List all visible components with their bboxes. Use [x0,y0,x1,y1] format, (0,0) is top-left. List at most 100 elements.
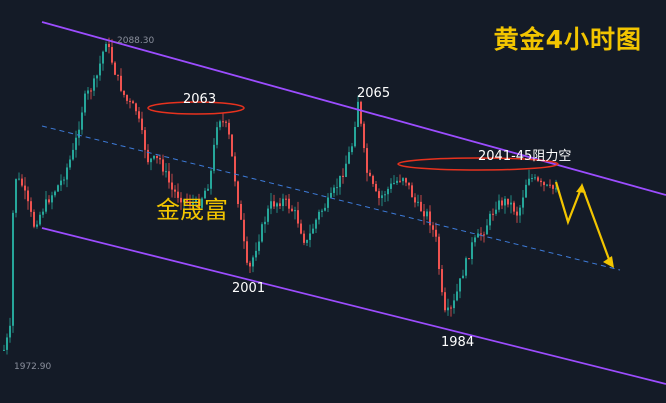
label-1984: 1984 [441,335,474,350]
candle-body [207,188,209,191]
candle-body [144,130,146,150]
candle-body [435,229,437,237]
candle-body [114,62,116,75]
candle-body [324,207,326,211]
candle-body [186,199,188,202]
candle-body [126,94,128,101]
candle-body [291,208,293,212]
candle-body [342,175,344,177]
candle-body [15,179,17,213]
label-2063: 2063 [183,92,216,107]
candle-body [270,201,272,209]
arrowhead-down [603,256,614,268]
chart-title: 黄金4小时图 [493,25,642,54]
candle-body [396,180,398,183]
candle-body [81,112,83,130]
candle-body [108,43,110,48]
candle-body [297,210,299,224]
candle-body [453,300,455,309]
candle-body [99,63,101,76]
candle-body [39,214,41,225]
candle-body [189,201,191,205]
candle-body [432,225,434,230]
candle-body [276,203,278,207]
candle-body [309,233,311,240]
candle-body [417,201,419,203]
candle-body [489,213,491,226]
candle-body [546,184,548,186]
candles-group [3,37,557,355]
candle-body [45,199,47,212]
candle-body [474,237,476,243]
candle-body [264,221,266,225]
candle-body [450,307,452,309]
candle-body [78,129,80,138]
candle-body [102,51,104,64]
channel-lower-line [41,227,666,385]
candle-body [345,163,347,177]
candle-body [237,181,239,205]
candle-body [66,167,68,180]
candle-body [519,207,521,216]
candle-body [498,200,500,210]
candle-body [246,241,248,263]
candle-body [123,90,125,95]
candle-body [318,211,320,220]
candle-body [468,258,470,260]
candle-body [480,233,482,235]
candle-body [165,171,167,173]
channel-mid-line [41,125,621,271]
candle-body [555,188,557,190]
candle-body [423,211,425,217]
candle-body [459,278,461,292]
candle-body [117,74,119,76]
candle-body [426,211,428,217]
candle-body [210,170,212,189]
candle-body [402,178,404,182]
candle-body [180,197,182,203]
candle-body [69,159,71,168]
candle-body [315,219,317,229]
candle-body [441,269,443,293]
candle-body [366,148,368,173]
candle-body [507,198,509,205]
candle-body [531,178,533,180]
candle-body [333,187,335,193]
candle-body [483,234,485,236]
candle-body [216,127,218,145]
candle-body [222,121,224,123]
candle-body [513,202,515,212]
candle-body [6,337,8,350]
candle-body [387,188,389,195]
candle-body [306,239,308,243]
candle-body [303,233,305,243]
candle-body [231,134,233,157]
candle-body [465,258,467,276]
resistance-ellipse-2063 [147,101,245,115]
candle-body [504,198,506,206]
candle-body [48,199,50,203]
candle-body [327,197,329,208]
candle-body [18,178,20,180]
candle-body [384,194,386,196]
candle-body [162,159,164,172]
candle-body [477,233,479,238]
label-resistance: 2041-45阻力空 [478,149,571,164]
candle-body [51,195,53,203]
label-2065: 2065 [357,86,390,101]
candle-body [252,257,254,267]
candle-body [312,228,314,234]
candle-body [171,182,173,190]
candle-body [24,185,26,191]
candle-body [75,137,77,150]
candle-body [249,262,251,267]
candle-body [354,126,356,147]
candle-body [375,183,377,192]
candle-body [540,180,542,183]
candle-body [30,201,32,212]
candle-body [225,121,227,123]
candle-body [159,158,161,160]
candle-body [348,152,350,164]
candle-body [552,185,554,189]
